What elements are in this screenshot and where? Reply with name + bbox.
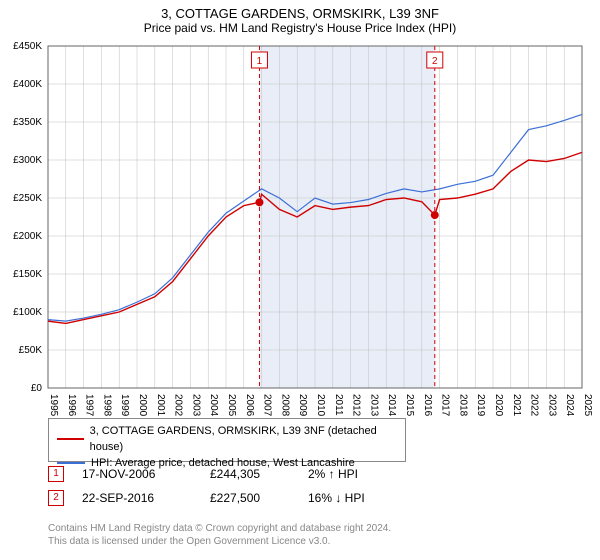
svg-text:2007: 2007 <box>262 394 273 417</box>
svg-text:1997: 1997 <box>84 394 95 417</box>
svg-text:2023: 2023 <box>546 394 557 417</box>
legend-label: 3, COTTAGE GARDENS, ORMSKIRK, L39 3NF (d… <box>90 423 397 455</box>
svg-text:2017: 2017 <box>440 394 451 417</box>
price-chart: £0£50K£100K£150K£200K£250K£300K£350K£400… <box>48 46 582 388</box>
svg-text:2011: 2011 <box>333 394 344 416</box>
sale-delta: 16% ↓ HPI <box>308 491 365 505</box>
svg-text:2006: 2006 <box>244 394 255 417</box>
sale-marker-2: 2 <box>48 490 64 506</box>
svg-text:£0: £0 <box>31 383 43 394</box>
svg-text:1996: 1996 <box>66 394 77 417</box>
svg-text:£300K: £300K <box>13 155 42 166</box>
svg-text:2024: 2024 <box>564 394 575 417</box>
legend-swatch <box>57 462 85 464</box>
svg-text:£400K: £400K <box>13 79 42 90</box>
svg-text:2: 2 <box>432 56 438 67</box>
svg-text:£200K: £200K <box>13 231 42 242</box>
svg-text:2013: 2013 <box>368 394 379 417</box>
svg-text:£450K: £450K <box>13 41 42 52</box>
svg-text:2015: 2015 <box>404 394 415 417</box>
disclaimer-line-2: This data is licensed under the Open Gov… <box>48 535 548 548</box>
page-subtitle: Price paid vs. HM Land Registry's House … <box>0 21 600 39</box>
svg-text:1999: 1999 <box>119 394 130 417</box>
sale-row-2: 2 22-SEP-2016 £227,500 16% ↓ HPI <box>48 490 548 506</box>
svg-text:2005: 2005 <box>226 394 237 417</box>
svg-text:2025: 2025 <box>582 394 593 417</box>
sale-delta: 2% ↑ HPI <box>308 467 358 481</box>
svg-text:£250K: £250K <box>13 193 42 204</box>
svg-text:1995: 1995 <box>48 394 59 417</box>
svg-text:2020: 2020 <box>493 394 504 417</box>
svg-text:2004: 2004 <box>208 394 219 417</box>
svg-text:£100K: £100K <box>13 307 42 318</box>
svg-text:2001: 2001 <box>155 394 166 417</box>
svg-text:2019: 2019 <box>475 394 486 417</box>
svg-text:2016: 2016 <box>422 394 433 417</box>
svg-text:2021: 2021 <box>511 394 522 417</box>
legend-swatch <box>57 438 84 440</box>
svg-text:2014: 2014 <box>386 394 397 417</box>
sale-price: £244,305 <box>210 467 290 481</box>
svg-text:1: 1 <box>257 56 263 67</box>
legend-item-subject: 3, COTTAGE GARDENS, ORMSKIRK, L39 3NF (d… <box>57 423 397 455</box>
disclaimer: Contains HM Land Registry data © Crown c… <box>48 522 548 548</box>
svg-text:1998: 1998 <box>101 394 112 417</box>
legend: 3, COTTAGE GARDENS, ORMSKIRK, L39 3NF (d… <box>48 418 406 462</box>
svg-text:2002: 2002 <box>173 394 184 417</box>
sale-price: £227,500 <box>210 491 290 505</box>
svg-text:2010: 2010 <box>315 394 326 417</box>
disclaimer-line-1: Contains HM Land Registry data © Crown c… <box>48 522 548 535</box>
svg-text:2008: 2008 <box>279 394 290 417</box>
svg-text:2003: 2003 <box>190 394 201 417</box>
svg-text:2022: 2022 <box>529 394 540 417</box>
sale-marker-1: 1 <box>48 466 64 482</box>
svg-text:2009: 2009 <box>297 394 308 417</box>
svg-text:2018: 2018 <box>457 394 468 417</box>
svg-text:2012: 2012 <box>351 394 362 417</box>
sale-date: 22-SEP-2016 <box>82 491 192 505</box>
svg-text:£350K: £350K <box>13 117 42 128</box>
svg-text:2000: 2000 <box>137 394 148 417</box>
page-title: 3, COTTAGE GARDENS, ORMSKIRK, L39 3NF <box>0 0 600 21</box>
sale-row-1: 1 17-NOV-2006 £244,305 2% ↑ HPI <box>48 466 548 482</box>
sale-date: 17-NOV-2006 <box>82 467 192 481</box>
svg-text:£150K: £150K <box>13 269 42 280</box>
svg-text:£50K: £50K <box>19 345 43 356</box>
